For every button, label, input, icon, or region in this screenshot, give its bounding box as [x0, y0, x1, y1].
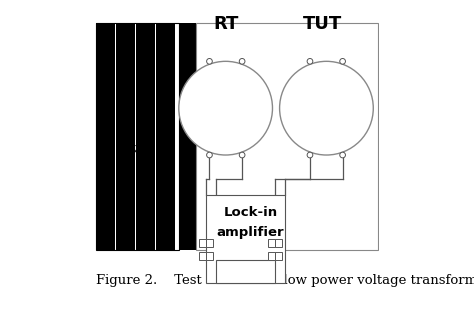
Bar [136, 23, 155, 250]
Circle shape [239, 58, 245, 64]
Bar [206, 195, 285, 283]
Bar [199, 251, 206, 260]
Bar [268, 239, 275, 247]
Circle shape [179, 61, 273, 155]
Text: RT: RT [213, 15, 238, 33]
Text: amplifier: amplifier [217, 226, 284, 239]
Bar [275, 251, 283, 260]
Circle shape [207, 58, 212, 64]
Bar [199, 239, 206, 247]
Bar [97, 23, 179, 250]
Bar [97, 23, 115, 250]
Bar [206, 239, 213, 247]
Bar [116, 23, 135, 250]
Bar [179, 23, 196, 250]
Circle shape [340, 152, 346, 158]
Bar [206, 251, 213, 260]
Circle shape [307, 152, 313, 158]
Circle shape [207, 152, 212, 158]
Bar [216, 260, 275, 283]
Text: TUT: TUT [302, 15, 342, 33]
Bar [196, 23, 377, 250]
Bar [156, 23, 174, 250]
Bar [268, 251, 275, 260]
Circle shape [340, 58, 346, 64]
Text: Lock-in: Lock-in [224, 206, 278, 219]
Circle shape [280, 61, 374, 155]
Circle shape [239, 152, 245, 158]
Circle shape [307, 58, 313, 64]
Text: Figure 2.    Test circuits for low power voltage transformers calibration: Figure 2. Test circuits for low power vo… [97, 274, 474, 287]
Bar [275, 239, 283, 247]
